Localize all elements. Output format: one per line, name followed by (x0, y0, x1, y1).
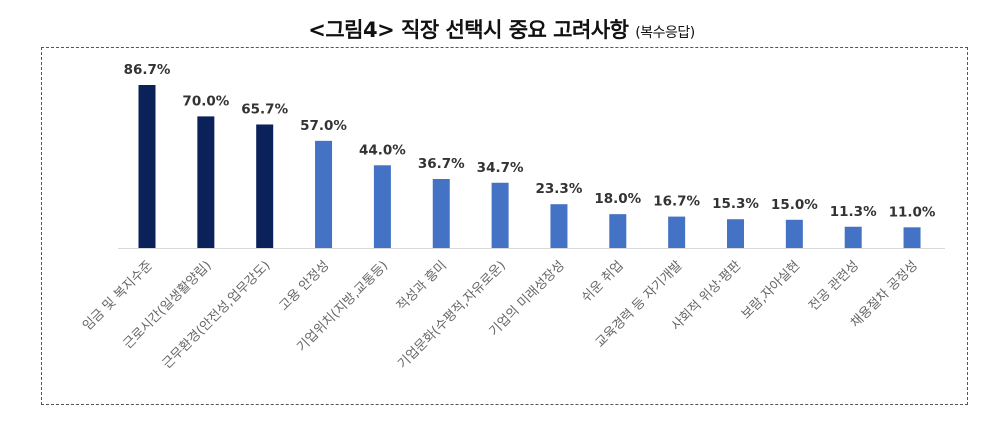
data-label: 15.0% (771, 197, 818, 213)
bar (668, 216, 686, 248)
category-label: 적성과 흥미 (394, 258, 450, 314)
data-label: 15.3% (712, 196, 759, 212)
bar (727, 219, 744, 248)
chart-subtitle: (복수응답) (635, 25, 695, 41)
data-label: 23.3% (536, 181, 583, 197)
data-label: 86.7% (124, 62, 171, 78)
category-label: 고용 안정성 (277, 258, 333, 314)
chart-title-main: <그림4> 직장 선택시 중요 고려사항 (308, 18, 629, 42)
chart-title: <그림4> 직장 선택시 중요 고려사항 (복수응답) (0, 14, 1003, 44)
category-label: 기업문화(수평적,자유로운) (395, 258, 509, 372)
bar (844, 226, 862, 248)
bar (315, 140, 333, 248)
data-label: 36.7% (418, 156, 465, 172)
data-label: 18.0% (594, 191, 641, 207)
data-label: 57.0% (300, 118, 347, 134)
bar (138, 85, 156, 248)
category-label: 쉬운 취업 (579, 258, 626, 305)
chart-frame (41, 47, 968, 405)
category-label: 전공 관련성 (806, 258, 862, 314)
category-label: 근무환경(안전성,업무강도) (160, 258, 274, 372)
data-label: 11.3% (830, 204, 877, 220)
data-label: 65.7% (241, 101, 288, 117)
data-label: 16.7% (653, 194, 700, 210)
bar (903, 227, 921, 248)
value-labels-group: 86.7% 70.0% 65.7% 57.0% 44.0% 36.7% 34.7% 23.3%… (124, 62, 936, 220)
bar (785, 219, 803, 248)
bar (550, 204, 568, 248)
data-label: 70.0% (182, 93, 229, 109)
data-label: 34.7% (477, 160, 524, 176)
bar (256, 124, 274, 248)
category-label: 보람,자아실현 (739, 258, 803, 322)
bar (432, 179, 450, 248)
bar (373, 165, 391, 248)
bar (609, 214, 627, 248)
bar (491, 182, 509, 248)
data-label: 44.0% (359, 142, 406, 158)
bars-group (138, 85, 921, 249)
data-label: 11.0% (889, 204, 936, 220)
bar (197, 116, 215, 249)
